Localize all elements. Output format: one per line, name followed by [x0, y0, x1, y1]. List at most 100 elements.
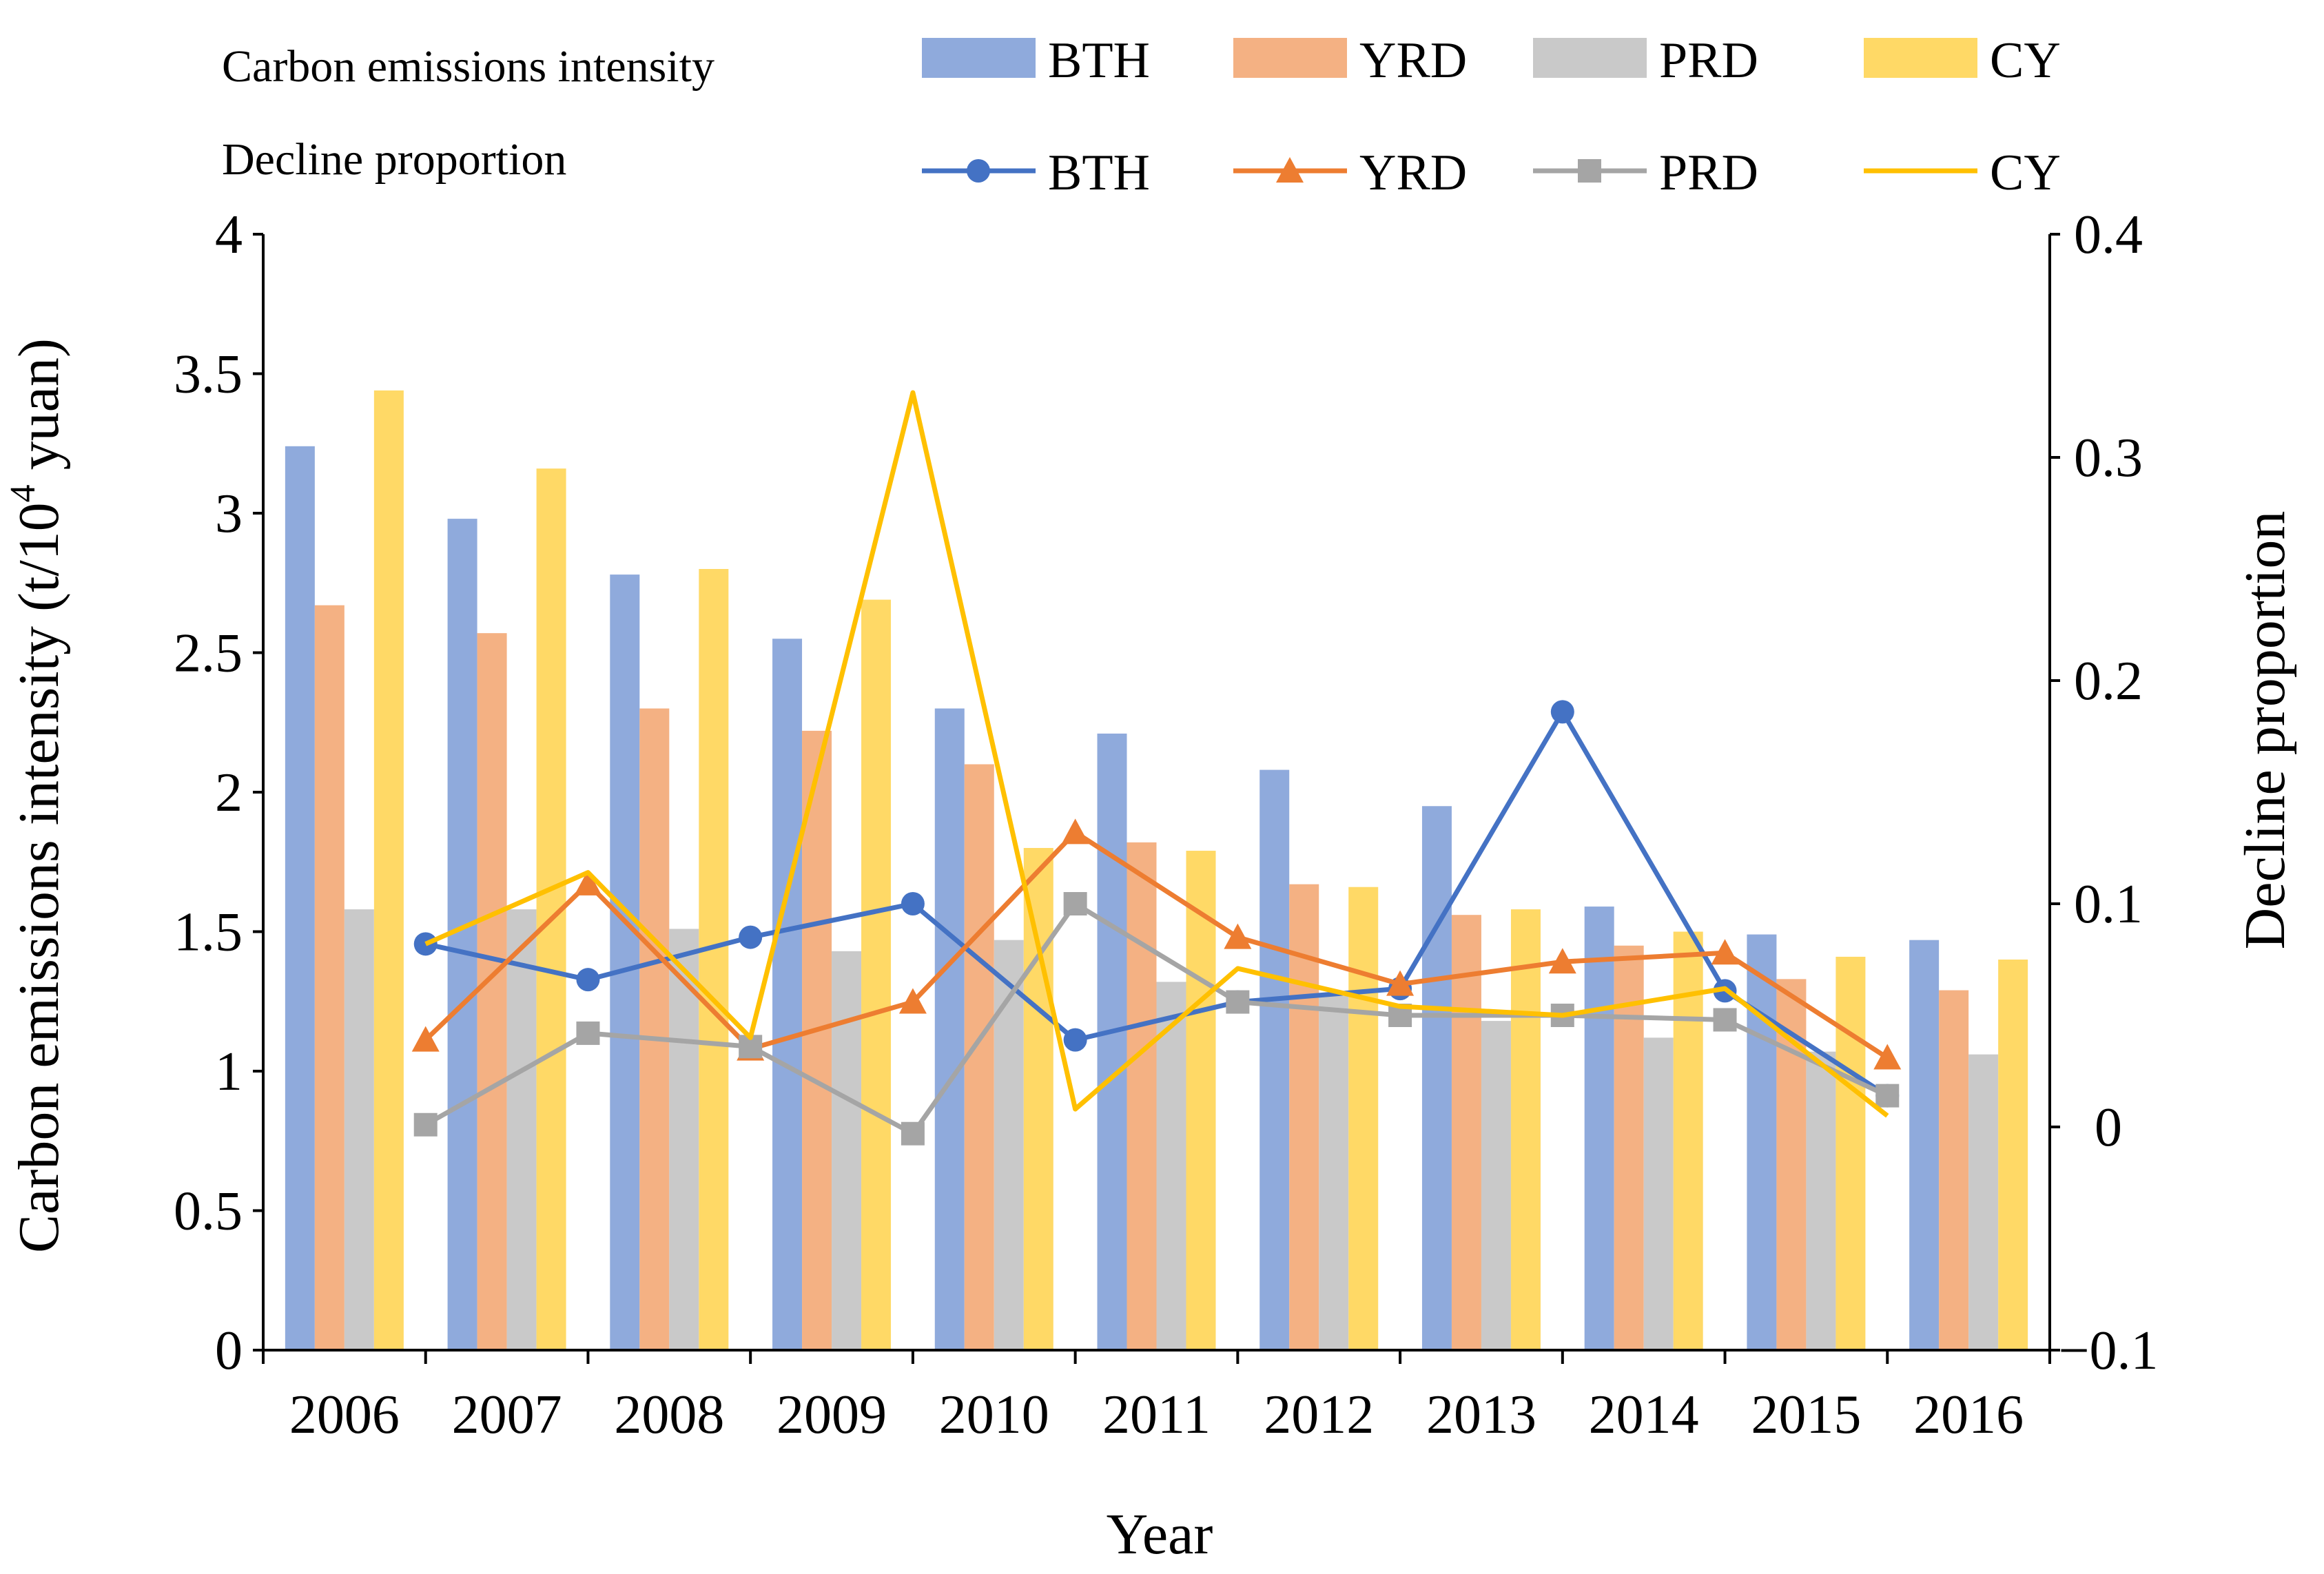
bar-cy-2006 [373, 390, 404, 1350]
x-tick-label: 2012 [1264, 1385, 1374, 1445]
bar-prd-2014 [1643, 1037, 1674, 1350]
bar-yrd-2012 [1289, 884, 1319, 1350]
bar-cy-2009 [861, 599, 892, 1350]
bar-prd-2015 [1806, 1051, 1836, 1350]
bar-bth-2008 [610, 574, 640, 1350]
bar-cy-2015 [1835, 956, 1866, 1350]
legend-marker-bth [967, 159, 990, 183]
point-bth-2010 [901, 892, 925, 915]
point-yrd-2011 [1061, 818, 1089, 845]
legend-marker-yrd [1276, 157, 1304, 183]
point-prd-2016 [1875, 1084, 1900, 1108]
bar-cy-2008 [699, 569, 729, 1350]
bar-bth-2015 [1747, 934, 1777, 1350]
y2-tick-label: 0.2 [2074, 651, 2143, 712]
ticks-layer: 0 0.5 1 1.5 2 2.5 3 3.5 4 −0.1 0 0.1 0.2 0.3 0.4 2006 20… [174, 205, 2159, 1445]
x-tick-label: 2014 [1589, 1385, 1699, 1445]
x-tick-label: 2006 [289, 1385, 400, 1445]
line-cy [424, 390, 1889, 1118]
bar-cy-2016 [1998, 960, 2028, 1350]
x-tick-label: 2016 [1913, 1385, 2024, 1445]
legend: BTH YRD PRD CY BTH YRD PRD CY [922, 32, 2061, 201]
bar-prd-2011 [1156, 982, 1186, 1350]
point-prd-2008 [576, 1021, 600, 1045]
point-yrd-2016 [1873, 1044, 1902, 1070]
bar-bth-2012 [1259, 769, 1290, 1350]
legend-bar-group-title: Carbon emissions intensity [222, 41, 714, 92]
y2-tick-label: 0.1 [2074, 874, 2143, 935]
bar-bth-2009 [772, 639, 803, 1350]
legend-label-bar-bth: BTH [1048, 32, 1150, 89]
point-bth-2008 [576, 968, 600, 992]
point-prd-2012 [1226, 990, 1250, 1014]
bar-yrd-2009 [802, 730, 832, 1350]
bar-yrd-2014 [1614, 945, 1644, 1350]
legend-label-line-bth: BTH [1048, 145, 1150, 201]
y-tick-label: 0 [215, 1321, 243, 1381]
y-tick-label: 0.5 [174, 1181, 243, 1242]
legend-swatch-bar-cy [1864, 38, 1977, 78]
x-tick-label: 2007 [452, 1385, 562, 1445]
y-tick-label: 4 [215, 205, 243, 265]
x-axis-title: Year [1107, 1502, 1213, 1566]
point-yrd-2013 [1386, 970, 1415, 996]
y2-axis-title: Decline proportion [2233, 511, 2297, 950]
bar-prd-2007 [506, 909, 537, 1350]
x-tick-label: 2013 [1426, 1385, 1536, 1445]
bar-cy-2010 [1023, 848, 1053, 1350]
bar-yrd-2016 [1939, 990, 1969, 1350]
point-yrd-2014 [1548, 948, 1576, 974]
legend-swatch-bar-prd [1533, 38, 1647, 78]
x-tick-label: 2015 [1751, 1385, 1861, 1445]
y-axis-title-tail: yuan) [7, 338, 71, 484]
bar-cy-2012 [1348, 887, 1379, 1350]
bar-bth-2014 [1584, 907, 1614, 1350]
y-tick-label: 2.5 [174, 623, 243, 684]
bar-bth-2006 [285, 446, 315, 1350]
legend-label-line-cy: CY [1990, 145, 2061, 201]
y-tick-label: 2 [215, 763, 243, 823]
legend-line-group-title: Decline proportion [222, 134, 566, 185]
legend-label-bar-cy: CY [1990, 32, 2061, 89]
point-bth-2014 [1550, 700, 1574, 724]
bar-bth-2016 [1909, 940, 1940, 1350]
y2-tick-label: 0 [2095, 1097, 2122, 1158]
bar-bth-2013 [1421, 806, 1452, 1350]
point-yrd-2010 [898, 988, 927, 1014]
x-tick-label: 2009 [777, 1385, 887, 1445]
x-tick-label: 2010 [939, 1385, 1049, 1445]
y2-tick-label: 0.3 [2074, 428, 2143, 488]
bar-cy-2014 [1673, 931, 1703, 1350]
point-bth-2009 [739, 925, 763, 949]
y2-tick-label: 0.4 [2074, 205, 2143, 265]
legend-label-line-yrd: YRD [1359, 145, 1467, 201]
point-yrd-2007 [411, 1026, 440, 1052]
point-bth-2011 [1063, 1028, 1087, 1052]
bar-bth-2010 [934, 708, 965, 1350]
y-tick-label: 3 [215, 484, 243, 544]
bar-yrd-2013 [1451, 915, 1481, 1350]
point-yrd-2008 [574, 869, 602, 895]
bar-yrd-2007 [477, 633, 507, 1350]
bar-prd-2012 [1319, 995, 1349, 1350]
point-prd-2015 [1713, 1008, 1737, 1032]
y-axis-title-superscript: 4 [3, 484, 43, 502]
bar-cy-2013 [1510, 909, 1541, 1350]
bar-prd-2008 [669, 929, 699, 1350]
y2-tick-label: −0.1 [2058, 1321, 2158, 1381]
line-prd [424, 901, 1889, 1137]
point-prd-2011 [1063, 892, 1087, 915]
bar-yrd-2011 [1127, 842, 1157, 1350]
x-tick-label: 2011 [1102, 1385, 1211, 1445]
legend-label-bar-yrd: YRD [1359, 32, 1467, 89]
x-tick-label: 2008 [614, 1385, 724, 1445]
y-tick-label: 1 [215, 1042, 243, 1102]
bar-yrd-2006 [314, 605, 345, 1350]
lines-layer [411, 390, 1902, 1146]
bar-bth-2011 [1097, 733, 1127, 1350]
line-yrd [424, 829, 1889, 1060]
point-prd-2007 [413, 1112, 438, 1137]
y-axis-title-main: Carbon emissions intensity (t/10 [7, 502, 71, 1253]
point-prd-2010 [901, 1121, 925, 1146]
